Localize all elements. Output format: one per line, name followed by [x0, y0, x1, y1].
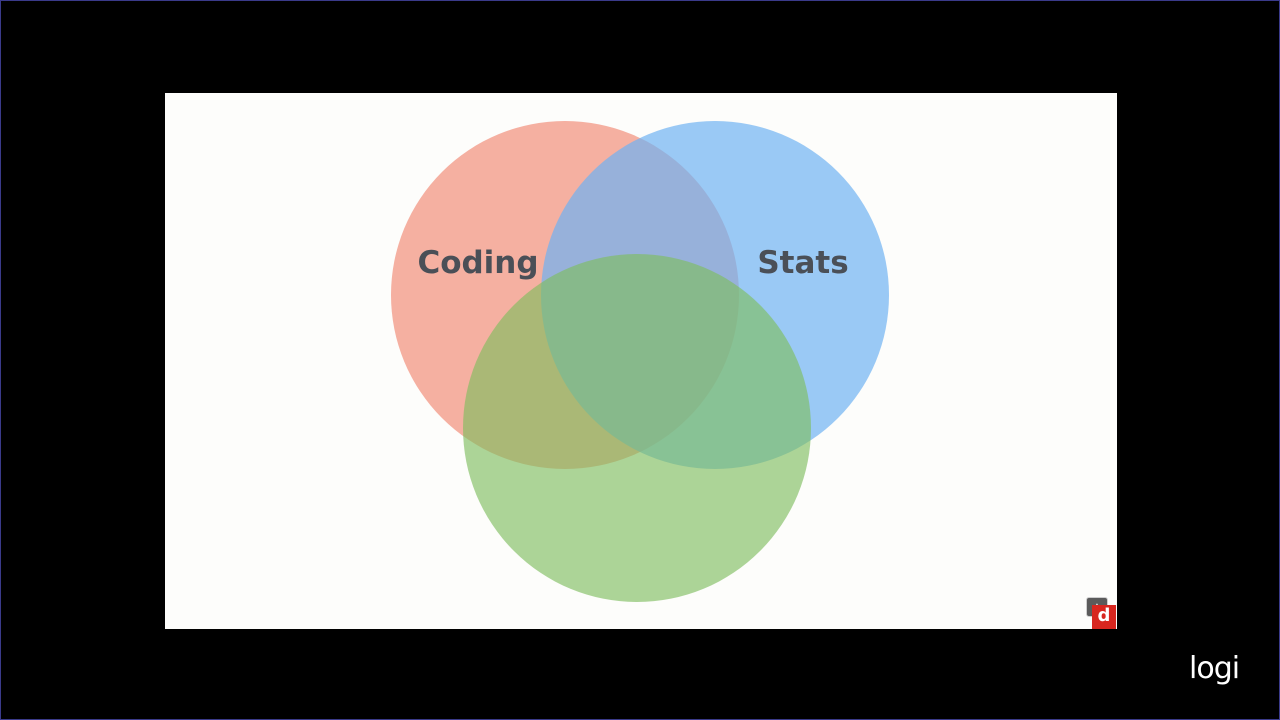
- venn-diagram: Coding Stats: [391, 121, 889, 602]
- logi-logo: logi: [1189, 651, 1240, 686]
- slide: Coding Stats: [165, 93, 1117, 629]
- watermark-letter: d: [1092, 605, 1116, 629]
- venn-label-stats: Stats: [757, 245, 848, 281]
- watermark-badge: ▲ d: [1086, 597, 1118, 629]
- venn-label-coding: Coding: [417, 245, 538, 281]
- venn-circle-third: [463, 254, 811, 602]
